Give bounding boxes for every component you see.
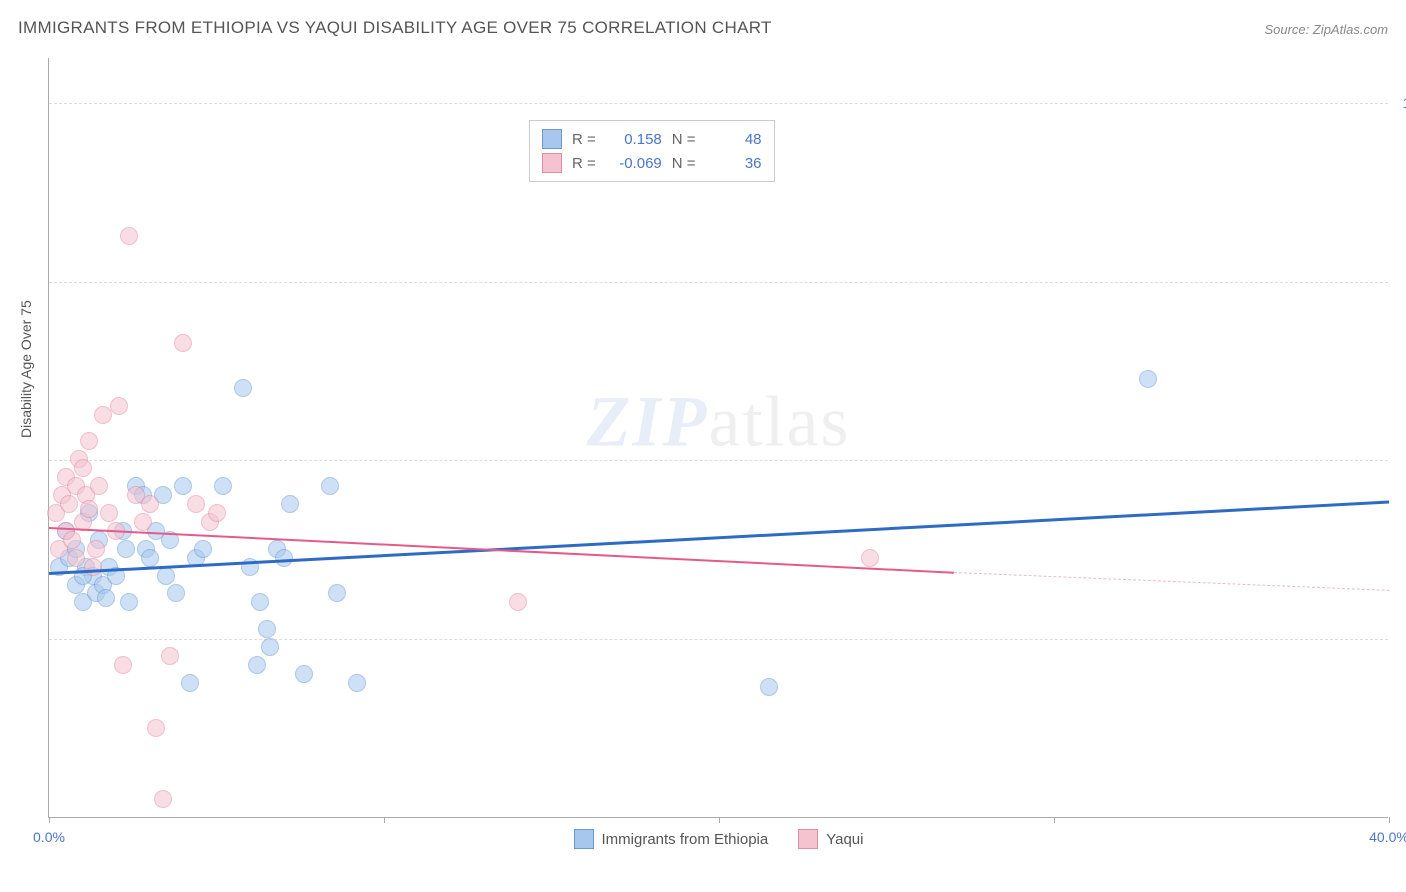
stats-row-series-0: R = 0.158 N = 48 — [542, 127, 762, 151]
n-value-0: 48 — [706, 131, 762, 148]
scatter-point — [187, 495, 205, 513]
scatter-point — [234, 379, 252, 397]
n-label: N = — [672, 155, 696, 172]
scatter-point — [509, 593, 527, 611]
legend-label-1: Yaqui — [826, 831, 863, 848]
y-tick-label: 60.0% — [1394, 452, 1406, 468]
scatter-point — [97, 589, 115, 607]
bottom-legend: Immigrants from Ethiopia Yaqui — [49, 829, 1388, 849]
legend-swatch-0 — [574, 829, 594, 849]
scatter-point — [74, 459, 92, 477]
swatch-series-0 — [542, 129, 562, 149]
trend-line — [953, 572, 1389, 591]
n-label: N = — [672, 131, 696, 148]
y-axis-label: Disability Age Over 75 — [18, 300, 34, 438]
scatter-point — [208, 504, 226, 522]
scatter-point — [248, 656, 266, 674]
gridline-h — [49, 103, 1388, 104]
scatter-point — [141, 549, 159, 567]
scatter-point — [120, 593, 138, 611]
scatter-point — [141, 495, 159, 513]
y-tick-label: 80.0% — [1394, 274, 1406, 290]
x-tick — [719, 817, 720, 823]
scatter-point — [174, 477, 192, 495]
stats-legend: R = 0.158 N = 48 R = -0.069 N = 36 — [529, 120, 775, 182]
legend-swatch-1 — [798, 829, 818, 849]
scatter-point — [214, 477, 232, 495]
scatter-point — [275, 549, 293, 567]
scatter-point — [261, 638, 279, 656]
scatter-point — [295, 665, 313, 683]
scatter-point — [328, 584, 346, 602]
watermark-zip: ZIP — [587, 382, 709, 462]
scatter-point — [147, 719, 165, 737]
watermark-atlas: atlas — [709, 382, 851, 462]
scatter-point — [258, 620, 276, 638]
scatter-point — [63, 531, 81, 549]
scatter-point — [110, 397, 128, 415]
legend-item-0: Immigrants from Ethiopia — [574, 829, 769, 849]
source-attribution: Source: ZipAtlas.com — [1264, 22, 1388, 37]
scatter-point — [861, 549, 879, 567]
scatter-point — [67, 549, 85, 567]
scatter-point — [154, 790, 172, 808]
x-tick — [1389, 817, 1390, 823]
swatch-series-1 — [542, 153, 562, 173]
y-tick-label: 40.0% — [1394, 631, 1406, 647]
scatter-point — [760, 678, 778, 696]
scatter-point — [181, 674, 199, 692]
x-tick — [1054, 817, 1055, 823]
scatter-point — [348, 674, 366, 692]
scatter-point — [167, 584, 185, 602]
scatter-point — [90, 477, 108, 495]
plot-area: ZIPatlas 40.0%60.0%80.0%100.0% 0.0%40.0%… — [48, 58, 1388, 818]
scatter-point — [80, 432, 98, 450]
y-tick-label: 100.0% — [1394, 95, 1406, 111]
legend-item-1: Yaqui — [798, 829, 863, 849]
scatter-point — [134, 513, 152, 531]
r-label: R = — [572, 131, 596, 148]
r-value-0: 0.158 — [606, 131, 662, 148]
gridline-h — [49, 460, 1388, 461]
scatter-point — [117, 540, 135, 558]
gridline-h — [49, 282, 1388, 283]
scatter-point — [161, 647, 179, 665]
n-value-1: 36 — [706, 155, 762, 172]
scatter-point — [174, 334, 192, 352]
scatter-point — [80, 500, 98, 518]
gridline-h — [49, 639, 1388, 640]
scatter-point — [60, 495, 78, 513]
scatter-point — [194, 540, 212, 558]
scatter-point — [281, 495, 299, 513]
scatter-point — [114, 656, 132, 674]
scatter-point — [251, 593, 269, 611]
x-tick — [49, 817, 50, 823]
scatter-point — [321, 477, 339, 495]
scatter-point — [100, 504, 118, 522]
scatter-point — [94, 406, 112, 424]
legend-label-0: Immigrants from Ethiopia — [602, 831, 769, 848]
r-label: R = — [572, 155, 596, 172]
r-value-1: -0.069 — [606, 155, 662, 172]
stats-row-series-1: R = -0.069 N = 36 — [542, 151, 762, 175]
scatter-point — [1139, 370, 1157, 388]
scatter-point — [87, 540, 105, 558]
watermark: ZIPatlas — [587, 381, 851, 464]
scatter-point — [157, 567, 175, 585]
scatter-point — [120, 227, 138, 245]
x-tick — [384, 817, 385, 823]
chart-title: IMMIGRANTS FROM ETHIOPIA VS YAQUI DISABI… — [18, 18, 772, 38]
